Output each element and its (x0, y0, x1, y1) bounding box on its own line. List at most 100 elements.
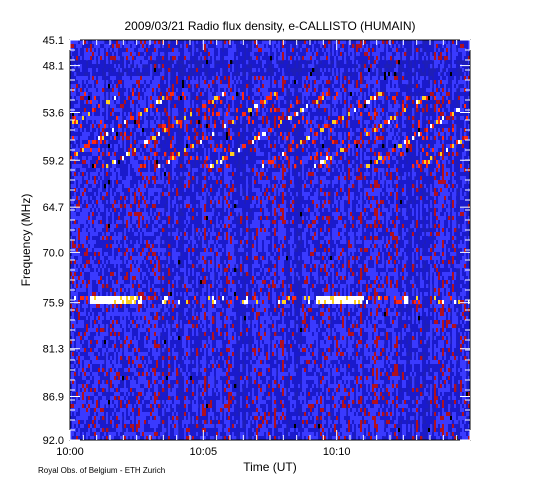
heatmap-cell (172, 284, 175, 289)
heatmap-cell (152, 332, 155, 337)
heatmap-cell (100, 56, 103, 61)
heatmap-cell (170, 184, 173, 189)
heatmap-cell (112, 124, 115, 129)
heatmap-cell (156, 288, 159, 293)
heatmap-cell (150, 220, 153, 225)
heatmap-cell (94, 80, 97, 85)
heatmap-cell (170, 372, 173, 377)
heatmap-cell (170, 380, 173, 385)
heatmap-cell (142, 240, 145, 245)
heatmap-cell (164, 308, 167, 313)
heatmap-cell (86, 348, 89, 353)
heatmap-cell (162, 292, 165, 297)
heatmap-cell (100, 148, 103, 153)
heatmap-cell (98, 116, 101, 121)
heatmap-cell (96, 240, 99, 245)
heatmap-cell (152, 116, 155, 121)
heatmap-cell (96, 156, 99, 161)
heatmap-cell (100, 104, 103, 109)
heatmap-cell (148, 396, 151, 401)
heatmap-cell (126, 380, 129, 385)
heatmap-cell (82, 128, 85, 133)
heatmap-cell (92, 336, 95, 341)
heatmap-cell (126, 172, 129, 177)
heatmap-cell (96, 172, 99, 177)
heatmap-cell (80, 392, 83, 397)
heatmap-cell (166, 356, 169, 361)
heatmap-cell (164, 80, 167, 85)
heatmap-cell (74, 268, 77, 273)
heatmap-cell (114, 284, 117, 289)
heatmap-cell (142, 304, 145, 309)
heatmap-cell (118, 332, 121, 337)
heatmap-cell (92, 416, 95, 421)
heatmap-cell (144, 260, 147, 265)
heatmap-cell (116, 72, 119, 77)
heatmap-cell (94, 352, 97, 357)
heatmap-cell (108, 188, 111, 193)
heatmap-cell (120, 380, 123, 385)
heatmap-cell (168, 344, 171, 349)
heatmap-cell (148, 412, 151, 417)
heatmap-cell (154, 312, 157, 317)
heatmap-cell (168, 264, 171, 269)
heatmap-cell (146, 188, 149, 193)
heatmap-cell (128, 416, 131, 421)
heatmap-cell (132, 248, 135, 253)
heatmap-cell (118, 156, 121, 161)
heatmap-cell (86, 44, 89, 49)
heatmap-cell (78, 216, 81, 221)
heatmap-cell (134, 80, 137, 85)
heatmap-cell (164, 404, 167, 409)
heatmap-cell (176, 96, 179, 101)
heatmap-cell (106, 260, 109, 265)
heatmap-cell (104, 436, 107, 441)
heatmap-cell (174, 316, 177, 321)
heatmap-cell (112, 220, 115, 225)
heatmap-cell (98, 132, 101, 137)
heatmap-cell (166, 164, 169, 169)
heatmap-cell (104, 412, 107, 417)
heatmap-cell (96, 380, 99, 385)
heatmap-cell (126, 112, 129, 117)
heatmap-cell (146, 308, 149, 313)
heatmap-cell (134, 404, 137, 409)
heatmap-cell (128, 248, 131, 253)
heatmap-cell (118, 184, 121, 189)
heatmap-cell (150, 252, 153, 257)
heatmap-cell (106, 388, 109, 393)
heatmap-cell (88, 348, 91, 353)
heatmap-cell (148, 320, 151, 325)
heatmap-cell (110, 436, 113, 441)
heatmap-cell (140, 104, 143, 109)
heatmap-cell (124, 200, 127, 205)
heatmap-cell (110, 132, 113, 137)
heatmap-cell (152, 292, 155, 297)
heatmap-cell (72, 264, 75, 269)
heatmap-cell (138, 136, 141, 141)
heatmap-cell (74, 120, 77, 125)
heatmap-cell (94, 160, 97, 165)
heatmap-cell (116, 164, 119, 169)
heatmap-cell (126, 308, 129, 313)
heatmap-cell (162, 120, 165, 125)
heatmap-cell (132, 272, 135, 277)
heatmap-cell (168, 40, 171, 45)
heatmap-cell (98, 208, 101, 213)
heatmap-cell (90, 228, 93, 233)
heatmap-cell (108, 200, 111, 205)
heatmap-cell (76, 256, 79, 261)
heatmap-cell (172, 188, 175, 193)
heatmap-cell (110, 416, 113, 421)
heatmap-cell (172, 388, 175, 393)
heatmap-cell (114, 232, 117, 237)
heatmap-cell (118, 348, 121, 353)
heatmap-cell (88, 184, 91, 189)
heatmap-cell (80, 152, 83, 157)
heatmap-cell (128, 92, 131, 97)
heatmap-cell (94, 184, 97, 189)
heatmap-cell (94, 88, 97, 93)
heatmap-cell (128, 296, 131, 301)
heatmap-cell (168, 360, 171, 365)
heatmap-cell (100, 112, 103, 117)
